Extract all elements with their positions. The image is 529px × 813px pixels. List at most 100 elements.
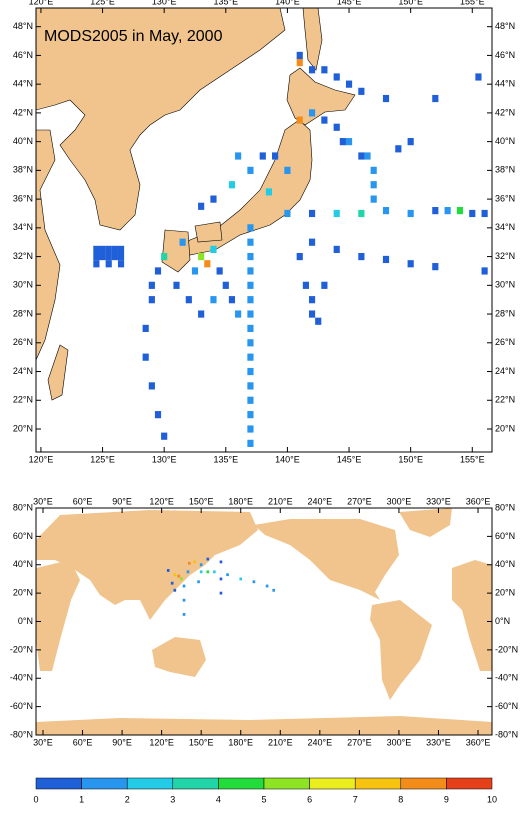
y-tick-label: -20°N [495,644,518,654]
y-tick-label: 20°N [13,588,33,598]
obs-cell [204,260,211,268]
x-tick-label: 180°E [228,496,253,506]
colorbar-segment [35,777,82,790]
x-tick-label: 330°E [426,737,451,747]
obs-cell [358,87,365,95]
obs-cell [182,612,186,616]
x-tick-label: 240°E [308,737,333,747]
y-tick-label: 28°N [495,308,515,318]
obs-cell [142,353,149,361]
x-tick-label: 120°E [29,0,54,6]
obs-cell [333,245,340,253]
x-tick-label: 125°E [90,0,115,6]
obs-cell [432,94,439,103]
obs-cell [333,209,340,218]
x-tick-label: 210°E [268,496,293,506]
y-tick-label: 22°N [495,395,515,405]
y-tick-label: 32°N [13,251,33,261]
y-tick-label: -80°N [10,729,33,739]
obs-cell [210,296,217,304]
obs-cell [333,123,340,131]
y-tick-label: 20°N [495,588,515,598]
x-tick-label: 140°E [275,454,300,464]
obs-cell [247,339,254,347]
colorbar-label: 9 [444,794,449,804]
obs-cell [228,181,236,189]
obs-cell [173,573,177,577]
obs-cell [216,267,223,275]
obs-cell [407,260,414,268]
x-tick-label: 60°E [73,496,93,506]
obs-cell [370,195,377,203]
obs-cell [173,281,180,289]
obs-cell [154,267,162,275]
x-tick-label: 300°E [387,737,412,747]
obs-cell [308,109,316,117]
obs-cell [117,245,125,253]
y-tick-label: -80°N [495,729,518,739]
obs-cell [185,296,192,304]
obs-cell [247,252,254,261]
obs-cell [117,252,125,261]
y-tick-label: 26°N [495,337,515,347]
colorbar-label: 7 [353,794,358,804]
y-tick-label: 42°N [13,107,33,117]
obs-cell [247,382,254,390]
obs-cell [247,310,254,318]
obs-cell [206,557,210,561]
x-tick-label: 120°E [149,496,174,506]
y-tick-label: 38°N [13,165,33,175]
y-tick-label: 0°N [18,616,33,626]
obs-cell [105,245,112,253]
x-tick-label: 210°E [268,737,293,747]
obs-cell [188,561,191,565]
obs-cell [148,281,155,289]
obs-cell [182,584,186,588]
obs-cell [117,260,125,268]
x-tick-label: 360°E [466,737,491,747]
obs-cell [284,166,291,174]
obs-cell [247,224,254,232]
colorbar-segment [309,777,356,790]
obs-cell [321,116,328,124]
map-title: MODS2005 in May, 2000 [44,28,223,45]
obs-cell [321,66,328,74]
obs-cell [284,209,291,218]
x-tick-label: 360°E [466,496,491,506]
obs-cell [247,324,254,333]
obs-cell [247,425,254,433]
obs-cell [93,245,100,253]
y-tick-label: 46°N [13,50,33,60]
x-tick-label: 30°E [33,496,53,506]
obs-cell [308,66,316,74]
y-tick-label: 32°N [495,251,515,261]
obs-cell [296,116,303,124]
obs-cell [173,588,177,592]
obs-cell [105,260,112,268]
colorbar-label: 4 [216,794,221,804]
y-tick-label: 30°N [495,280,515,290]
x-tick-label: 130°E [152,0,177,6]
obs-cell [99,245,106,253]
y-tick-label: 48°N [13,21,33,31]
colorbar-segment [126,777,174,790]
y-tick-label: 60°N [495,531,515,541]
obs-cell [193,560,196,564]
obs-cell [252,580,256,584]
x-tick-label: 150°E [398,0,423,6]
obs-cell [199,563,203,567]
obs-cell [407,138,414,146]
obs-cell [142,324,149,333]
x-tick-label: 330°E [426,496,451,506]
obs-cell [219,577,223,581]
obs-cell [296,59,303,67]
y-tick-label: 46°N [495,50,515,60]
obs-cell [206,570,210,574]
obs-cell [345,138,353,146]
obs-cell [358,209,365,218]
x-tick-label: 130°E [152,454,177,464]
obs-cell [308,238,316,246]
y-tick-label: 48°N [495,21,515,31]
colorbar-label: 10 [487,794,497,804]
